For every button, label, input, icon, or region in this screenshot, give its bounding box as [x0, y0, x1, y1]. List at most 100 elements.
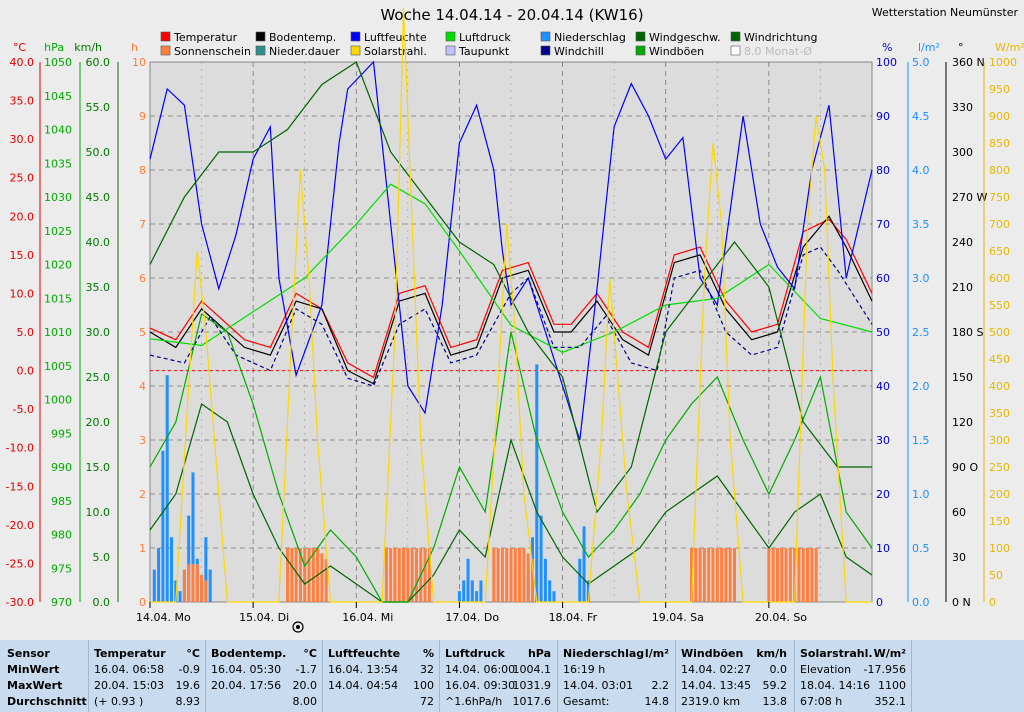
bar-sonnenschein — [402, 548, 406, 602]
axis-tick-label: -15.0 — [6, 480, 34, 493]
stats-col-hum: Luftfeuchte% 16.04. 13:54 32 14.04. 04:54 10… — [322, 640, 440, 712]
axis-label: ° — [958, 41, 964, 54]
bar-sonnenschein — [784, 548, 788, 602]
axis-tick-label: 1020 — [44, 259, 72, 272]
bar-sonnenschein — [788, 548, 792, 602]
bar-sonnenschein — [810, 548, 814, 602]
stats-panel: Sensor MinWert MaxWert Durchschnitt Temp… — [0, 640, 1024, 712]
stats-label-avg: Durchschnitt — [7, 695, 87, 708]
axis-tick-label: 35.0 — [86, 281, 111, 294]
bar-sonnenschein — [715, 548, 719, 602]
axis-tick-label: 500 — [989, 326, 1010, 339]
axis-tick-label: 250 — [989, 461, 1010, 474]
axis-tick-label: 5 — [139, 326, 146, 339]
bar-sonnenschein — [801, 548, 805, 602]
axis-label: % — [882, 41, 892, 54]
legend-label: Bodentemp. — [269, 31, 336, 44]
axis-tick-label: 975 — [51, 562, 72, 575]
axis-tick-label: 350 — [989, 407, 1010, 420]
axis-tick-label: 800 — [989, 164, 1010, 177]
axis-tick-label: 25.0 — [86, 371, 111, 384]
bar-sonnenschein — [290, 548, 294, 602]
stats-cell: 20.04. 17:56 — [211, 679, 282, 692]
axis-tick-label: 3.5 — [912, 218, 930, 231]
legend-swatch — [730, 45, 741, 56]
bar-sonnenschein — [320, 553, 324, 602]
axis-tick-label: 2.5 — [912, 326, 930, 339]
axis-tick-label: 30.0 — [10, 133, 35, 146]
axis-tick-label: 30 — [952, 551, 966, 564]
bar-niederschlag — [578, 558, 582, 602]
bar-sonnenschein — [200, 575, 204, 602]
axis-label: km/h — [74, 41, 102, 54]
axis-tick-label: -10.0 — [6, 442, 34, 455]
bar-sonnenschein — [298, 548, 302, 602]
bar-sonnenschein — [707, 548, 711, 602]
legend-label: Temperatur — [173, 31, 238, 44]
axis-tick-label: -5.0 — [13, 403, 34, 416]
stats-value: 13.8 — [762, 695, 788, 708]
axis-tick-label: 3.0 — [912, 272, 930, 285]
axis-tick-label: 7 — [139, 218, 146, 231]
stats-value: -17.956 — [863, 663, 906, 676]
stats-cell: Solarstrahl. — [800, 647, 873, 660]
legend-swatch — [255, 31, 266, 42]
stats-col-solar: Solarstrahl. W/m² Elevation -17.956 18.04. 1… — [794, 640, 912, 712]
station-name: Wetterstation Neumünster — [872, 6, 1019, 19]
stats-cell: 14.04. 03:01 — [563, 679, 634, 692]
bar-sonnenschein — [797, 548, 801, 602]
stats-cell: 14.04. 06:00 — [445, 663, 516, 676]
bar-sonnenschein — [771, 548, 775, 602]
stats-value: km/h — [756, 647, 787, 660]
bar-sonnenschein — [182, 569, 186, 602]
bar-niederschlag — [466, 558, 470, 602]
bar-sonnenschein — [530, 558, 534, 602]
series-line-windrichtung — [149, 61, 872, 514]
stats-cell: 67:08 h — [800, 695, 843, 708]
axis-tick-label: 150 — [989, 515, 1010, 528]
stats-value: -0.9 — [178, 663, 200, 676]
axis-tick-label: 1015 — [44, 292, 72, 305]
bar-sonnenschein — [492, 548, 496, 602]
bar-niederschlag — [462, 580, 466, 602]
legend-swatch — [635, 45, 646, 56]
axis-tick-label: 60.0 — [86, 56, 111, 69]
axis-tick-label: 20.0 — [10, 210, 35, 223]
axis-tick-label: 120 — [952, 416, 973, 429]
bar-sonnenschein — [191, 564, 195, 602]
bar-sonnenschein — [303, 548, 307, 602]
axis-tick-label: 0.0 — [912, 596, 930, 609]
axis-tick-label: 300 — [989, 434, 1010, 447]
legend-swatch — [160, 45, 171, 56]
axis-label: °C — [13, 41, 27, 54]
bar-sonnenschein — [775, 548, 779, 602]
bar-sonnenschein — [689, 548, 694, 602]
legend-label: Luftfeuchte — [364, 31, 427, 44]
axis-tick-label: 360 N — [952, 56, 985, 69]
axis-tick-label: 35.0 — [10, 95, 35, 108]
bar-niederschlag — [174, 580, 178, 602]
axis-tick-label: 4.0 — [912, 164, 930, 177]
stats-col-press: Luftdruck hPa 14.04. 06:00 1004.1 16.04. 09:… — [439, 640, 557, 712]
x-tick-label: 18.04. Fr — [549, 611, 598, 624]
axis-tick-label: 985 — [51, 495, 72, 508]
stats-cell: 14.04. 04:54 — [328, 679, 399, 692]
bar-niederschlag — [475, 591, 479, 602]
stats-cell: Temperatur — [94, 647, 166, 660]
legend-swatch — [160, 31, 171, 42]
stats-cell: Luftfeuchte — [328, 647, 401, 660]
axis-label: l/m² — [918, 41, 940, 54]
axis-tick-label: 20 — [876, 488, 890, 501]
axis-tick-label: 1000 — [44, 394, 72, 407]
axis-tick-label: 50 — [876, 326, 890, 339]
stats-value: 0.0 — [769, 663, 788, 676]
stats-value: °C — [303, 647, 317, 660]
series-line-windchill — [149, 246, 873, 387]
stats-value: 20.0 — [292, 679, 318, 692]
axis-tick-label: 600 — [989, 272, 1010, 285]
bar-sonnenschein — [187, 564, 191, 602]
bar-niederschlag — [479, 580, 483, 602]
axis-tick-label: 50 — [989, 569, 1003, 582]
axis-tick-label: 700 — [989, 218, 1010, 231]
stats-value: 19.6 — [175, 679, 201, 692]
